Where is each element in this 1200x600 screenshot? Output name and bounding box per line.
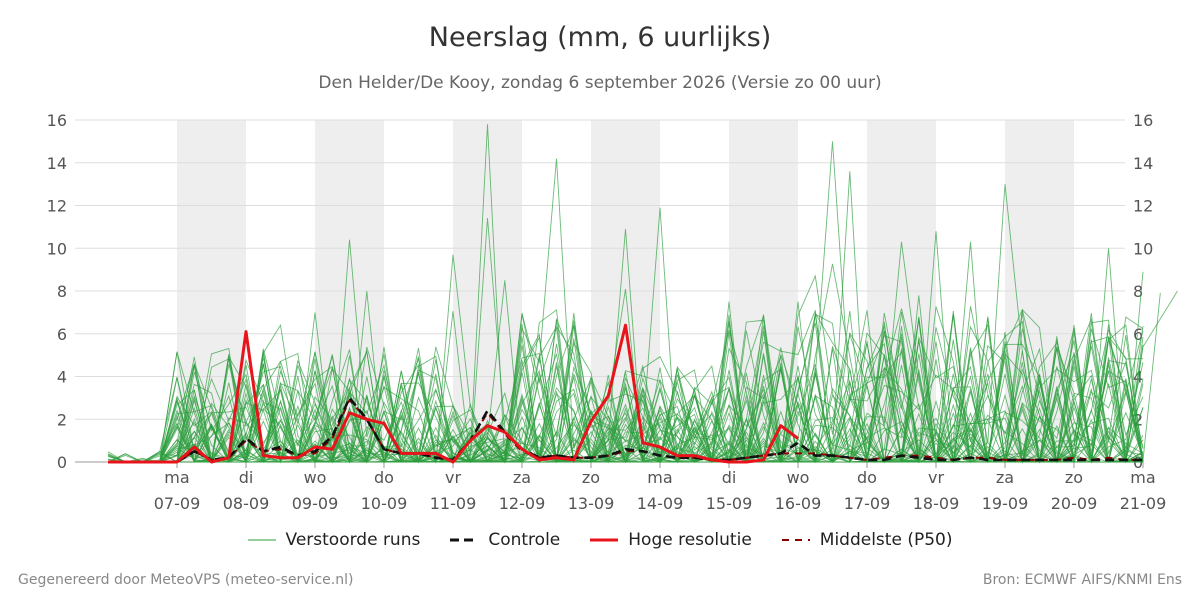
x-tick-day-12-09: za [513, 468, 531, 487]
ensemble-member-line [108, 306, 1144, 464]
hires-line [108, 323, 799, 464]
x-tick-day-21-09: ma [1130, 468, 1155, 487]
y-tick-left-14: 14 [47, 154, 67, 173]
x-tick-day-08-09: di [239, 468, 254, 487]
control-line [108, 396, 1143, 464]
ensemble-member-line [108, 248, 1144, 464]
hires-line-group [108, 323, 799, 464]
chart-title: Neerslag (mm, 6 uurlijks) [428, 22, 772, 53]
y-tick-right-6: 6 [1133, 325, 1143, 344]
x-tick-date-09-09: 09-09 [292, 494, 339, 513]
x-tick-date-18-09: 18-09 [913, 494, 960, 513]
y-tick-left-10: 10 [47, 239, 67, 258]
x-tick-day-20-09: zo [1065, 468, 1083, 487]
y-tick-right-16: 16 [1133, 111, 1153, 130]
y-tick-left-16: 16 [47, 111, 67, 130]
median-line [108, 399, 1143, 463]
x-tick-date-16-09: 16-09 [775, 494, 822, 513]
x-tick-date-07-09: 07-09 [154, 494, 201, 513]
legend-item-median[interactable]: Middelste (P50) [781, 530, 953, 550]
x-tick-day-18-09: vr [928, 468, 944, 487]
x-tick-date-14-09: 14-09 [637, 494, 684, 513]
x-tick-date-15-09: 15-09 [706, 494, 753, 513]
y-tick-left-0: 0 [57, 453, 67, 472]
control-line-group [108, 396, 1143, 464]
footer-source: Bron: ECMWF AIFS/KNMI Ens [982, 572, 1182, 588]
y-tick-left-12: 12 [47, 197, 67, 216]
y-tick-left-8: 8 [57, 282, 67, 301]
x-tick-day-19-09: za [996, 468, 1014, 487]
x-tick-day-15-09: di [722, 468, 737, 487]
legend-label-median: Middelste (P50) [819, 530, 953, 550]
legend-label-ensemble: Verstoorde runs [285, 530, 421, 550]
y-tick-right-8: 8 [1133, 282, 1143, 301]
x-tick-date-10-09: 10-09 [361, 494, 408, 513]
x-tick-day-16-09: wo [787, 468, 810, 487]
ensemble-member-line [108, 308, 1144, 464]
x-tick-date-17-09: 17-09 [844, 494, 891, 513]
ensemble-member-line [108, 306, 1144, 464]
legend-swatch-hires [590, 538, 619, 542]
x-tick-date-20-09: 20-09 [1051, 494, 1098, 513]
footer-generator: Gegenereerd door MeteoVPS (meteo-service… [18, 572, 354, 588]
x-tick-date-19-09: 19-09 [982, 494, 1029, 513]
x-tick-day-10-09: do [374, 468, 394, 487]
x-tick-date-11-09: 11-09 [430, 494, 477, 513]
x-tick-date-12-09: 12-09 [499, 494, 546, 513]
y-tick-right-14: 14 [1133, 154, 1153, 173]
y-axis-left: 0 2 4 6 8 10 12 14 16 [47, 111, 67, 472]
legend-item-ensemble[interactable]: Verstoorde runs [247, 530, 421, 550]
legend: Verstoorde runs Controle Hoge resolutie … [0, 530, 1200, 550]
x-tick-day-07-09: ma [164, 468, 189, 487]
x-tick-day-17-09: do [857, 468, 877, 487]
x-tick-date-13-09: 13-09 [568, 494, 615, 513]
x-tick-day-14-09: ma [647, 468, 672, 487]
ensemble-member-line [107, 239, 1144, 464]
ensemble-member-line [107, 228, 1144, 464]
y-tick-left-4: 4 [57, 368, 67, 387]
chart-subtitle: Den Helder/De Kooy, zondag 6 september 2… [318, 73, 882, 93]
legend-label-hires: Hoge resolutie [628, 530, 752, 550]
legend-swatch-median [781, 539, 810, 541]
ensemble-member-line [108, 263, 1144, 464]
legend-label-control: Controle [488, 530, 561, 550]
legend-item-control[interactable]: Controle [450, 530, 560, 550]
x-tick-date-08-09: 08-09 [223, 494, 270, 513]
x-axis: ma 07-09 di 08-09 wo 09-09 do 10-09 vr 11-09 za 12-… [154, 462, 1167, 513]
y-tick-left-2: 2 [57, 410, 67, 429]
y-tick-right-12: 12 [1133, 197, 1153, 216]
x-tick-day-09-09: wo [304, 468, 327, 487]
x-tick-date-21-09: 21-09 [1120, 494, 1167, 513]
legend-swatch-ensemble [247, 539, 276, 541]
median-line-group [108, 399, 1143, 463]
legend-item-hires[interactable]: Hoge resolutie [590, 530, 752, 550]
x-tick-day-13-09: zo [582, 468, 600, 487]
x-tick-day-11-09: vr [445, 468, 461, 487]
ensemble-member-line [108, 339, 1144, 464]
legend-swatch-control [450, 538, 479, 542]
y-tick-right-0: 0 [1133, 453, 1143, 472]
ensemble-lines [107, 124, 1178, 464]
y-tick-left-6: 6 [57, 325, 67, 344]
y-tick-right-10: 10 [1133, 239, 1153, 258]
